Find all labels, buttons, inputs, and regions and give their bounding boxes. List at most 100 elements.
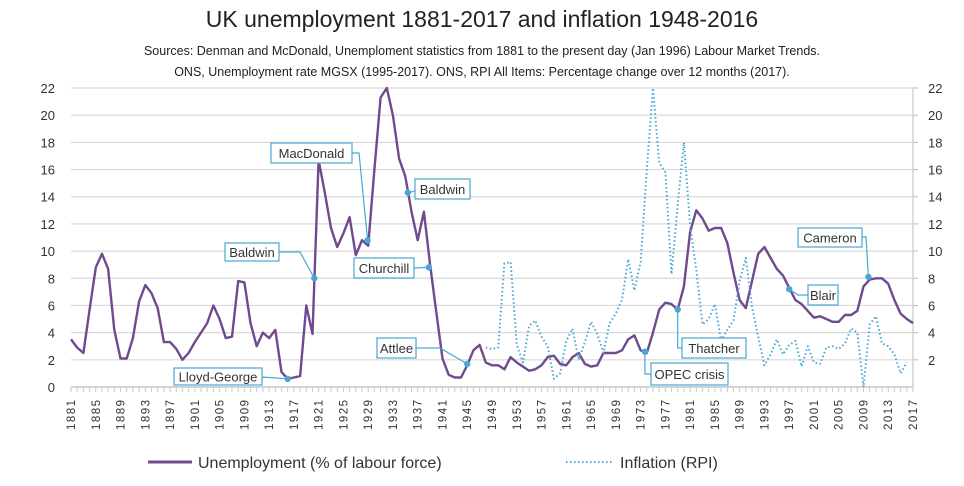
y2-tick-label: 2 — [928, 353, 935, 368]
annotation-thatcher: Thatcher — [674, 306, 747, 359]
x-tick-label: 2009 — [858, 398, 870, 430]
annotation-baldwin: Baldwin — [404, 178, 471, 200]
x-tick-label: 2013 — [883, 398, 895, 430]
x-tick-label: 1969 — [611, 398, 623, 430]
x-tick-label: 1881 — [66, 398, 78, 430]
annotation-box — [807, 284, 839, 306]
annotation-label: Cameron — [803, 231, 856, 246]
x-tick-label: 2005 — [834, 398, 846, 430]
x-tick-label: 1977 — [660, 398, 672, 430]
x-tick-label: 1901 — [190, 398, 202, 430]
annotation-marker — [674, 306, 681, 313]
x-tick-label: 1909 — [239, 398, 251, 430]
annotation-leader-line — [261, 376, 288, 380]
gridlines — [71, 87, 913, 388]
axes: 0246810121416182022246810121416182022188… — [41, 81, 943, 430]
chart-subtitle-line-2: ONS, Unemployment rate MGSX (1995-2017).… — [174, 65, 790, 79]
annotation-marker — [311, 275, 318, 282]
x-tick-label: 2001 — [809, 398, 821, 430]
y2-tick-label: 14 — [928, 190, 942, 205]
chart-subtitle-line-1: Sources: Denman and McDonald, Unemplomen… — [143, 44, 821, 58]
chart-title: UK unemployment 1881-2017 and inflation … — [205, 6, 759, 32]
x-tick-label: 1945 — [462, 398, 474, 430]
annotation-leader-line — [279, 251, 315, 279]
y2-tick-label: 6 — [928, 298, 935, 313]
x-tick-label: 1921 — [314, 398, 326, 430]
y2-tick-label: 10 — [928, 244, 942, 259]
y-tick-label: 4 — [48, 326, 55, 341]
series-lines — [70, 86, 914, 388]
x-tick-label: 1889 — [116, 398, 128, 430]
annotation-label: MacDonald — [279, 146, 345, 161]
y2-tick-label: 22 — [928, 81, 942, 96]
inflation-line — [485, 87, 908, 388]
annotation-leader-line — [677, 309, 682, 349]
x-tick-label: 1885 — [91, 398, 103, 430]
y-tick-label: 16 — [41, 163, 55, 178]
annotation-box — [270, 142, 353, 164]
annotation-marker — [464, 360, 471, 368]
annotations: Lloyd-George Baldwin MacDonald Baldwin Churc… — [173, 142, 872, 386]
y2-tick-label: 8 — [928, 271, 935, 286]
x-tick-label: 1981 — [685, 398, 697, 430]
annotation-label: Baldwin — [229, 245, 275, 260]
x-tick-label: 1957 — [537, 398, 549, 430]
annotation-baldwin: Baldwin — [224, 242, 318, 282]
legend-label-inflation: Inflation (RPI) — [620, 455, 718, 472]
annotation-leader-line — [788, 288, 808, 296]
x-tick-label: 1949 — [487, 398, 499, 430]
unemployment-line — [70, 86, 914, 380]
annotation-marker — [425, 264, 433, 271]
annotation-box — [173, 367, 263, 386]
annotation-box — [376, 337, 417, 359]
legend-label-unemployment: Unemployment (% of labour force) — [198, 455, 442, 472]
annotation-label: Blair — [810, 288, 837, 303]
x-tick-label: 1973 — [636, 398, 648, 430]
annotation-leader-line — [862, 236, 869, 277]
annotation-label: Attlee — [380, 341, 413, 356]
annotation-marker — [284, 375, 291, 383]
annotation-box — [414, 178, 471, 200]
x-tick-label: 1897 — [165, 398, 177, 430]
x-tick-label: 1993 — [759, 398, 771, 430]
y-tick-label: 14 — [41, 190, 55, 205]
annotation-cameron: Cameron — [797, 227, 872, 281]
annotation-blair: Blair — [785, 284, 839, 306]
annotation-leader-line — [644, 351, 651, 375]
annotation-marker — [785, 285, 793, 293]
annotation-label: Churchill — [359, 261, 410, 276]
x-tick-label: 1985 — [710, 398, 722, 430]
y-tick-label: 12 — [41, 217, 55, 232]
x-tick-label: 1913 — [264, 398, 276, 430]
y2-tick-label: 4 — [928, 326, 935, 341]
x-tick-label: 2017 — [908, 398, 920, 430]
y-tick-label: 18 — [41, 135, 55, 150]
annotation-marker — [404, 189, 411, 196]
annotation-opec-crisis: OPEC crisis — [641, 348, 729, 386]
y-tick-label: 8 — [48, 271, 55, 286]
annotation-marker — [865, 273, 872, 281]
x-tick-label: 1925 — [338, 398, 350, 430]
annotation-attlee: Attlee — [376, 337, 471, 368]
annotation-leader-line — [416, 347, 468, 365]
annotation-box — [681, 337, 747, 359]
annotation-box — [353, 257, 415, 279]
y2-tick-label: 20 — [928, 108, 942, 123]
annotation-marker — [364, 237, 371, 244]
x-tick-label: 1989 — [735, 398, 747, 430]
y-tick-label: 2 — [48, 353, 55, 368]
y-tick-label: 0 — [48, 380, 55, 395]
x-tick-label: 1933 — [388, 398, 400, 430]
annotation-box — [797, 227, 863, 248]
annotation-lloyd-george: Lloyd-George — [173, 367, 291, 386]
x-tick-label: 1905 — [215, 398, 227, 430]
x-tick-label: 1953 — [512, 398, 524, 430]
y2-tick-label: 18 — [928, 135, 942, 150]
annotation-macdonald: MacDonald — [270, 142, 371, 244]
x-tick-label: 1965 — [586, 398, 598, 430]
legend: Unemployment (% of labour force) Inflati… — [148, 455, 718, 472]
annotation-churchill: Churchill — [353, 257, 433, 279]
y-tick-label: 20 — [41, 108, 55, 123]
x-tick-label: 1929 — [363, 398, 375, 430]
